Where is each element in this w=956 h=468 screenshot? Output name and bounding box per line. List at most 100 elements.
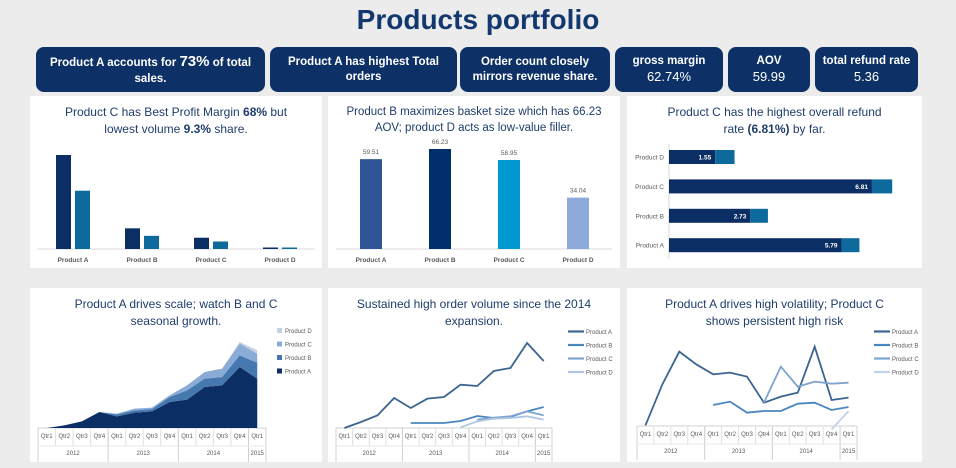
bar: [498, 159, 520, 249]
bar: [194, 237, 209, 249]
year-label: 2012: [363, 451, 377, 457]
data-label: 66.23: [432, 139, 449, 146]
y-tick-label: Product A: [636, 243, 665, 250]
x-tick-label: Qtr1: [538, 434, 550, 440]
x-tick-label: Qtr3: [146, 434, 158, 440]
year-label: 2013: [137, 451, 151, 457]
year-label: 2014: [495, 451, 509, 457]
legend-label: Product D: [285, 329, 312, 335]
data-label: 59.51: [363, 149, 380, 156]
line-product-a: [344, 341, 545, 429]
x-tick-label: Qtr1: [640, 432, 652, 438]
year-label: 2014: [800, 449, 814, 455]
kpi-value: 62.74%: [646, 68, 692, 84]
x-tick-label: Product D: [562, 257, 593, 264]
legend-swatch: [277, 355, 282, 360]
kpi-order-count: Order count closely mirrors revenue shar…: [460, 47, 610, 92]
x-tick-label: Qtr4: [521, 434, 533, 440]
bar-segment: [715, 150, 735, 164]
x-tick-label: Qtr2: [792, 432, 804, 438]
bar: [360, 159, 382, 249]
chart-volatility: Product A drives high volatility; Produc…: [627, 288, 922, 462]
x-tick-label: Qtr4: [94, 434, 106, 440]
x-tick-label: Qtr1: [843, 432, 855, 438]
line-product-d: [830, 410, 850, 430]
chart-refund-rate: Product C has the highest overall refund…: [627, 96, 922, 268]
x-tick-label: Product A: [58, 257, 89, 264]
kpi-text: Product A accounts for 73% of total sale…: [49, 53, 252, 85]
kpi-sales-share: Product A accounts for 73% of total sale…: [36, 47, 265, 92]
bar: [213, 241, 228, 249]
x-tick-label: Product C: [195, 257, 226, 264]
y-tick-label: Product C: [635, 184, 664, 191]
kpi-value: 59.99: [752, 68, 786, 84]
x-tick-label: Qtr1: [181, 434, 193, 440]
legend-label: Product B: [285, 356, 311, 362]
x-tick-label: Qtr4: [388, 434, 400, 440]
x-tick-label: Qtr3: [505, 434, 517, 440]
bar: [429, 149, 451, 249]
kpi-label: AOV: [756, 54, 782, 67]
year-label: 2013: [429, 451, 443, 457]
legend-swatch: [277, 368, 282, 374]
data-label: 5.79: [825, 243, 838, 250]
line-product-c: [477, 410, 544, 421]
x-tick-label: Product B: [126, 257, 157, 264]
chart-title: Product B maximizes basket size which ha…: [346, 106, 602, 135]
kpi-value: 5.36: [853, 68, 880, 84]
legend-label: Product C: [285, 343, 312, 349]
x-tick-label: Product A: [356, 257, 387, 264]
x-tick-label: Qtr4: [455, 434, 467, 440]
x-tick-label: Qtr2: [488, 434, 500, 440]
kpi-text: Order count closely mirrors revenue shar…: [472, 55, 598, 83]
x-tick-label: Qtr1: [471, 434, 483, 440]
chart-title: Product A drives high volatility; Produc…: [665, 297, 884, 328]
y-tick-label: Product B: [635, 213, 664, 220]
bar: [282, 247, 297, 249]
kpi-label: gross margin: [632, 54, 706, 67]
x-tick-label: Qtr1: [251, 434, 263, 440]
chart-title: Product C has Best Profit Margin 68% but…: [64, 105, 288, 136]
x-tick-label: Qtr2: [422, 434, 434, 440]
x-tick-label: Qtr3: [673, 432, 685, 438]
kpi-aov: AOV 59.99: [728, 47, 810, 92]
x-tick-label: Qtr2: [129, 434, 141, 440]
year-label: 2015: [537, 451, 551, 457]
x-tick-label: Qtr3: [741, 432, 753, 438]
legend-label: Product B: [586, 344, 612, 350]
legend-label: Product C: [892, 357, 919, 363]
x-tick-label: Qtr4: [826, 432, 838, 438]
bar: [669, 150, 716, 164]
bar: [125, 228, 140, 249]
chart-profit-volume: Product C has Best Profit Margin 68% but…: [30, 96, 322, 268]
x-tick-label: Qtr2: [58, 434, 70, 440]
area-product-b: [46, 355, 258, 428]
x-tick-label: Qtr2: [199, 434, 211, 440]
x-tick-label: Qtr4: [234, 434, 246, 440]
bar: [75, 190, 90, 249]
year-label: 2012: [66, 451, 80, 457]
chart-title: Product A drives scale; watch B and C se…: [74, 297, 278, 328]
bar-segment: [750, 208, 768, 223]
x-tick-label: Product B: [424, 257, 455, 264]
x-tick-label: Qtr1: [707, 432, 719, 438]
data-label: 6.81: [855, 184, 868, 191]
legend-label: Product A: [285, 370, 311, 376]
x-tick-label: Qtr2: [657, 432, 669, 438]
year-label: 2013: [732, 449, 746, 455]
kpi-label: total refund rate: [822, 54, 911, 67]
kpi-text: Product A has highest Total orders: [288, 55, 439, 83]
x-tick-label: Qtr3: [372, 434, 384, 440]
x-tick-label: Qtr4: [164, 434, 176, 440]
x-tick-label: Qtr3: [76, 434, 88, 440]
x-tick-label: Qtr3: [216, 434, 228, 440]
year-label: 2014: [207, 451, 221, 457]
x-tick-label: Qtr1: [405, 434, 417, 440]
data-label: 34.04: [570, 188, 587, 195]
legend-label: Product B: [892, 344, 918, 350]
year-label: 2012: [664, 449, 678, 455]
legend-label: Product A: [892, 330, 918, 336]
x-tick-label: Qtr2: [724, 432, 736, 438]
chart-order-volume: Sustained high order volume since the 20…: [328, 288, 620, 462]
bar: [567, 197, 589, 249]
